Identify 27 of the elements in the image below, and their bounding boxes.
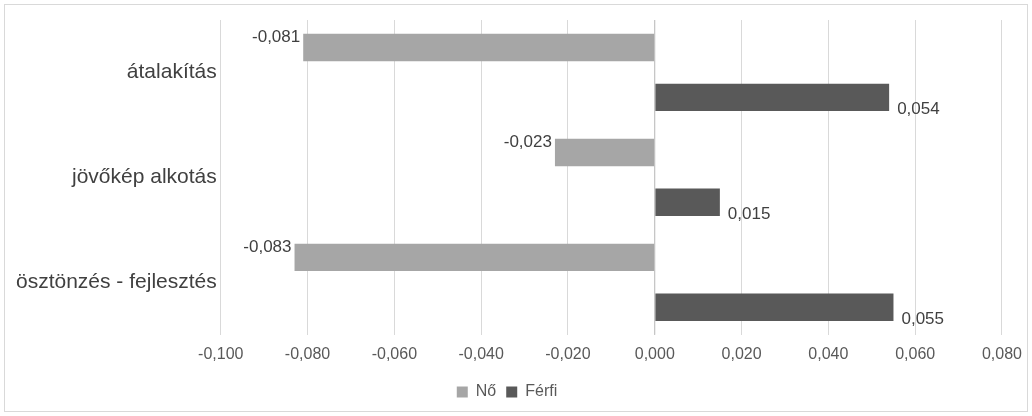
x-tick-label: 0,080 <box>981 344 1023 362</box>
data-label: 0,055 <box>901 308 945 328</box>
data-label: 0,054 <box>897 99 940 119</box>
data-label: -0,081 <box>252 27 301 47</box>
x-tick-label: -0,040 <box>458 344 504 362</box>
data-label: 0,015 <box>727 204 771 224</box>
bar <box>655 293 894 321</box>
y-tick-label: átalakítás <box>126 59 217 83</box>
x-tick-label: -0,020 <box>545 344 591 362</box>
x-tick-label: 0,020 <box>721 344 762 362</box>
data-label: -0,023 <box>503 132 552 152</box>
bar <box>655 188 720 217</box>
legend-label: Férfi <box>525 382 558 400</box>
bar <box>554 138 655 167</box>
y-tick-label: ösztönzés - fejlesztés <box>15 269 217 293</box>
legend-label: Nő <box>475 382 497 400</box>
bar <box>294 243 655 272</box>
x-tick-label: 0,040 <box>808 344 849 362</box>
bar <box>303 33 655 62</box>
x-tick-label: -0,100 <box>198 344 244 362</box>
y-tick-label: jövőkép alkotás <box>70 164 217 188</box>
x-tick-label: -0,060 <box>371 344 418 362</box>
x-tick-label: 0,060 <box>895 344 936 362</box>
x-tick-label: 0,000 <box>634 344 675 362</box>
bar <box>655 83 890 112</box>
x-tick-label: -0,080 <box>284 344 331 362</box>
data-label: -0,083 <box>243 237 292 257</box>
